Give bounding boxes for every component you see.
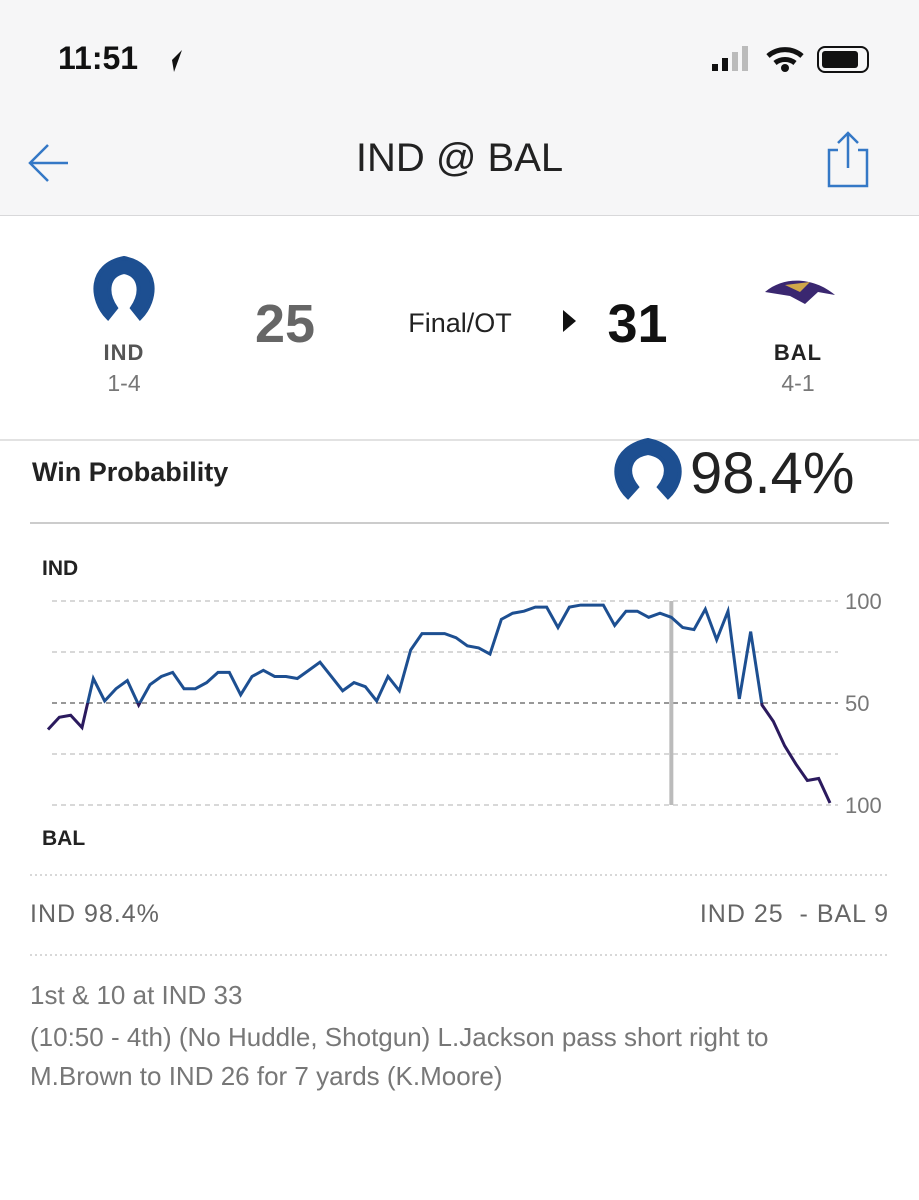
team-record: 1-4	[107, 370, 141, 396]
ind-logo	[93, 255, 155, 321]
section-title: Win Probability	[32, 457, 229, 487]
wp-line	[86, 603, 764, 703]
team-abbr: BAL	[773, 340, 823, 365]
y-tick-label: 50	[845, 691, 869, 716]
axis-label: BAL	[42, 827, 85, 850]
bal-logo	[765, 280, 835, 304]
location-icon	[162, 50, 182, 72]
screen-title: IND @ BAL	[355, 136, 564, 180]
wifi-dot	[781, 64, 789, 72]
battery	[817, 46, 869, 73]
winner-arrow	[563, 310, 576, 332]
win-probability: 98.4%	[690, 441, 855, 506]
game-status: Final/OT	[408, 308, 512, 338]
play-score: IND 25 - BAL 9	[699, 900, 889, 928]
back-button[interactable]	[28, 144, 68, 182]
play-situation: 1st & 10 at IND 33	[30, 980, 243, 1010]
wifi	[766, 47, 804, 66]
battery-level	[822, 51, 858, 68]
play-probability: IND 98.4%	[30, 900, 160, 928]
y-tick-label: 100	[845, 589, 882, 614]
chart: IND BAL 100 50 100	[42, 557, 882, 850]
signal	[712, 46, 748, 71]
share-button[interactable]	[827, 131, 869, 188]
play-description: (10:50 - 4th) (No Huddle, Shotgun) L.Jac…	[30, 1022, 769, 1091]
y-tick-label: 100	[845, 793, 882, 818]
team-abbr: IND	[103, 340, 145, 365]
team-record: 4-1	[781, 370, 815, 396]
away-score: 25	[254, 294, 316, 354]
top-bar	[0, 0, 919, 216]
home-score: 31	[607, 294, 668, 354]
axis-label: IND	[42, 557, 78, 580]
wp-logo	[614, 437, 682, 500]
clock: 11:51	[58, 40, 139, 76]
